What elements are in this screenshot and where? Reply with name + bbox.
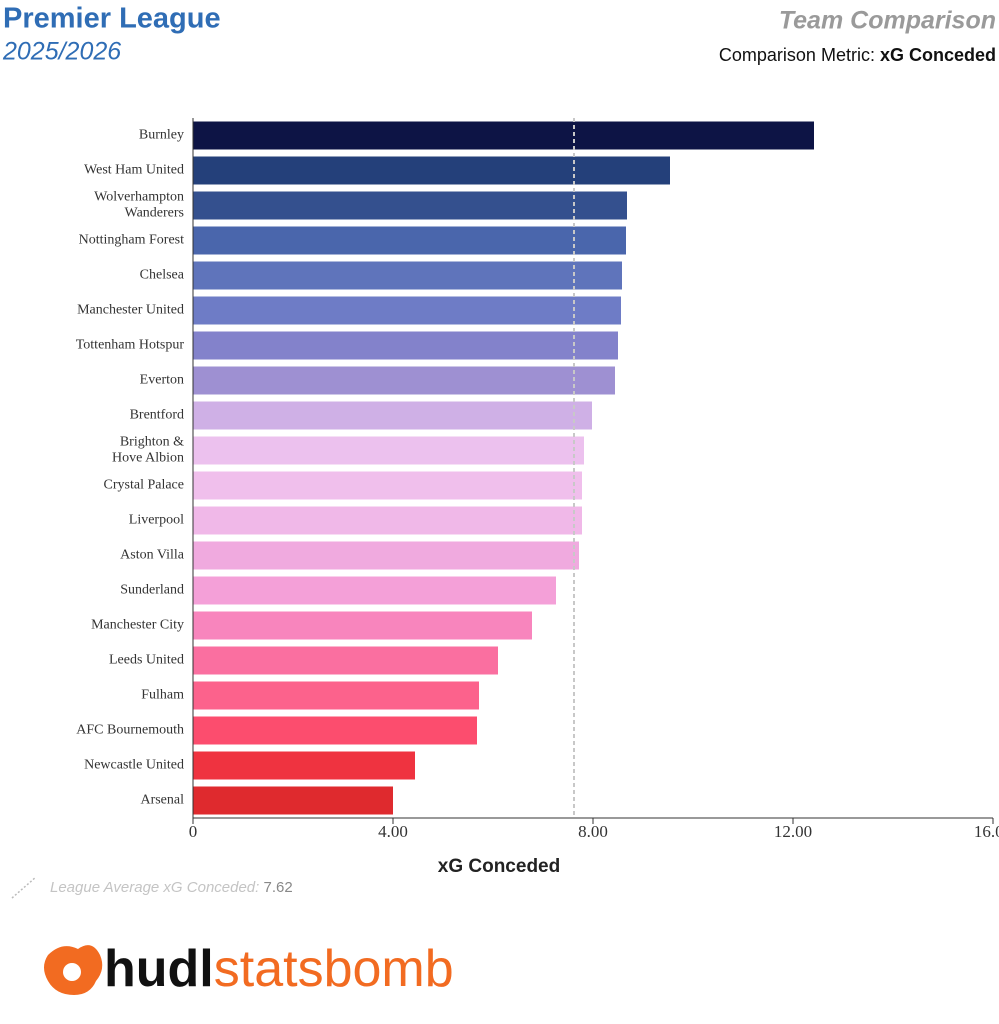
bar (193, 226, 626, 255)
bar (193, 366, 615, 395)
bar (193, 191, 627, 220)
average-value: 7.62 (264, 879, 293, 896)
y-tick-label: Brentford (130, 408, 184, 423)
bar (193, 401, 592, 430)
bar (193, 751, 415, 780)
average-label: League Average xG Conceded: (50, 879, 259, 896)
logo-icon-eye (63, 963, 81, 981)
x-axis-title: xG Conceded (438, 856, 560, 877)
y-tick-label: Burnley (139, 128, 184, 143)
y-tick-label: Manchester City (91, 618, 184, 633)
y-tick-label: Fulham (141, 688, 184, 703)
y-tick-label: Leeds United (109, 653, 184, 668)
y-tick-label: Tottenham Hotspur (76, 338, 185, 353)
label-line: Wolverhampton (94, 190, 184, 205)
bar (193, 471, 582, 500)
logo-bold: hudl (104, 940, 214, 998)
average-note: League Average xG Conceded: 7.62 (50, 879, 293, 896)
bar (193, 541, 579, 570)
plot: Burnley West Ham United Wolverhampton Wand… (76, 118, 999, 877)
logo-light: statsbomb (214, 940, 454, 998)
metric-label: Comparison Metric: (719, 45, 875, 65)
y-tick-label: Liverpool (129, 513, 184, 528)
x-tick-label: 0 (189, 822, 198, 841)
metric-line: Comparison Metric: xG Conceded (719, 45, 996, 65)
bar (193, 716, 477, 745)
y-tick-label: Crystal Palace (104, 478, 184, 493)
y-tick-label: AFC Bournemouth (76, 723, 184, 738)
x-tick-label: 8.00 (578, 822, 608, 841)
metric: xG Conceded (880, 45, 996, 65)
label-line: Wanderers (121, 206, 184, 221)
y-tick-label: Arsenal (140, 793, 184, 808)
logo: hudlstatsbomb (44, 940, 454, 998)
y-tick-label: Brighton & Hove Albion (109, 435, 185, 466)
season: 2025/2026 (2, 38, 121, 66)
y-tick-label: Chelsea (140, 268, 185, 283)
x-tick-label: 16.00 (974, 822, 999, 841)
y-tick-label: Newcastle United (84, 758, 184, 773)
y-tick-label: Wolverhampton Wanderers (94, 190, 184, 221)
y-tick-label: Manchester United (77, 303, 184, 318)
bar (193, 436, 584, 465)
legend-swatch (11, 876, 37, 899)
bar (193, 156, 670, 185)
bar (193, 646, 498, 675)
logo-text: hudlstatsbomb (104, 940, 454, 998)
bar (193, 506, 582, 535)
y-tick-label: Everton (140, 373, 184, 388)
y-tick-label: West Ham United (84, 163, 184, 178)
label-line: Hove Albion (109, 451, 184, 466)
league-title: Premier League (3, 3, 221, 35)
bar (193, 121, 814, 150)
bar (193, 261, 622, 290)
bar (193, 576, 556, 605)
x-tick-label: 4.00 (378, 822, 408, 841)
y-tick-label: Nottingham Forest (79, 233, 184, 248)
page-title: Team Comparison (779, 7, 996, 35)
bar (193, 786, 393, 815)
bar (193, 681, 479, 710)
label-line: Brighton & (120, 435, 184, 450)
y-tick-label: Aston Villa (120, 548, 185, 563)
bar (193, 611, 532, 640)
x-tick-label: 12.00 (774, 822, 812, 841)
bar (193, 331, 618, 360)
bar (193, 296, 621, 325)
y-tick-label: Sunderland (120, 583, 184, 598)
